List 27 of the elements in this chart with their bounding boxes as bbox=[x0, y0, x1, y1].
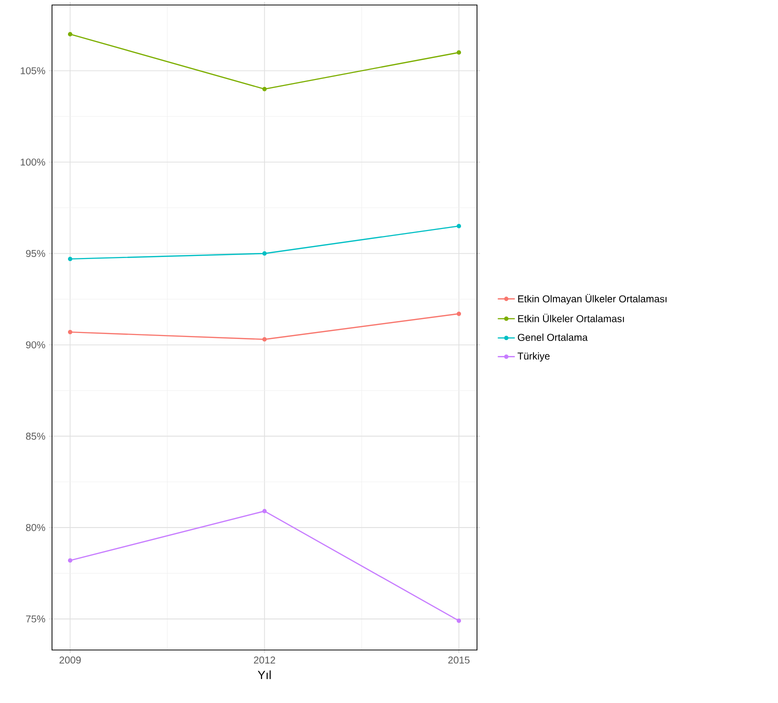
legend-label: Etkin Ülkeler Ortalaması bbox=[518, 314, 624, 322]
point bbox=[262, 251, 267, 256]
legend-label: Genel Ortalama bbox=[518, 334, 588, 341]
x-axis-title: Yıl bbox=[258, 670, 271, 680]
point bbox=[262, 337, 267, 342]
legend-label: Türkiye bbox=[518, 352, 550, 362]
x-tick-label: 2009 bbox=[60, 656, 81, 664]
y-tick-label: 90% bbox=[26, 341, 46, 348]
point bbox=[456, 618, 462, 623]
y-tick-label: 85% bbox=[26, 432, 46, 440]
point bbox=[262, 86, 267, 92]
y-tick-label: 80% bbox=[26, 524, 46, 532]
y-tick-label: 100% bbox=[20, 158, 46, 166]
point bbox=[68, 32, 72, 36]
point bbox=[456, 50, 462, 55]
x-tick-label: 2012 bbox=[254, 656, 276, 664]
y-tick-label: 95% bbox=[26, 250, 46, 257]
point bbox=[456, 312, 462, 316]
point bbox=[262, 508, 267, 514]
point bbox=[68, 330, 72, 334]
x-tick-label: 2015 bbox=[448, 656, 470, 664]
point bbox=[456, 224, 462, 228]
point bbox=[68, 256, 72, 262]
legend-label: Etkin Olmayan Ülkeler Ortalaması bbox=[518, 294, 666, 304]
point bbox=[68, 558, 72, 563]
y-tick-label: 105% bbox=[20, 67, 46, 74]
y-tick-label: 75% bbox=[26, 615, 46, 622]
